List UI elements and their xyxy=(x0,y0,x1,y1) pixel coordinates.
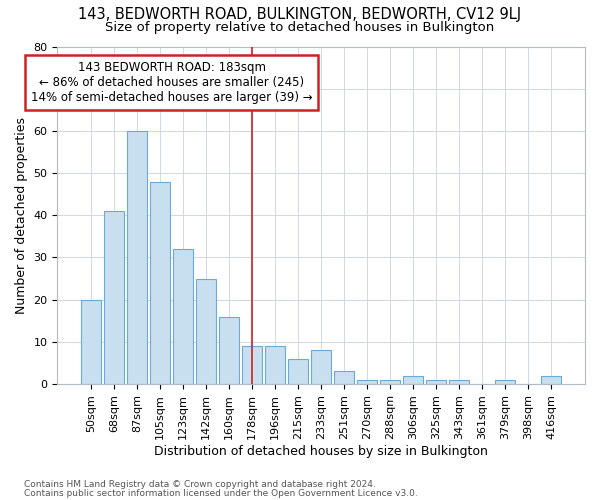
Bar xyxy=(541,376,561,384)
Bar xyxy=(427,380,446,384)
Text: Contains public sector information licensed under the Open Government Licence v3: Contains public sector information licen… xyxy=(24,489,418,498)
Bar xyxy=(173,249,193,384)
Text: Contains HM Land Registry data © Crown copyright and database right 2024.: Contains HM Land Registry data © Crown c… xyxy=(24,480,376,489)
Bar xyxy=(334,372,354,384)
Text: 143, BEDWORTH ROAD, BULKINGTON, BEDWORTH, CV12 9LJ: 143, BEDWORTH ROAD, BULKINGTON, BEDWORTH… xyxy=(79,8,521,22)
X-axis label: Distribution of detached houses by size in Bulkington: Distribution of detached houses by size … xyxy=(154,444,488,458)
Bar xyxy=(380,380,400,384)
Bar xyxy=(311,350,331,384)
Text: Size of property relative to detached houses in Bulkington: Size of property relative to detached ho… xyxy=(106,21,494,34)
Bar xyxy=(265,346,285,384)
Bar xyxy=(196,278,216,384)
Bar xyxy=(82,300,101,384)
Text: 143 BEDWORTH ROAD: 183sqm
← 86% of detached houses are smaller (245)
14% of semi: 143 BEDWORTH ROAD: 183sqm ← 86% of detac… xyxy=(31,62,313,104)
Bar xyxy=(151,182,170,384)
Bar xyxy=(104,211,124,384)
Bar xyxy=(220,316,239,384)
Bar xyxy=(403,376,423,384)
Bar xyxy=(242,346,262,384)
Bar xyxy=(496,380,515,384)
Bar xyxy=(289,359,308,384)
Bar xyxy=(127,131,147,384)
Y-axis label: Number of detached properties: Number of detached properties xyxy=(15,117,28,314)
Bar xyxy=(449,380,469,384)
Bar xyxy=(358,380,377,384)
